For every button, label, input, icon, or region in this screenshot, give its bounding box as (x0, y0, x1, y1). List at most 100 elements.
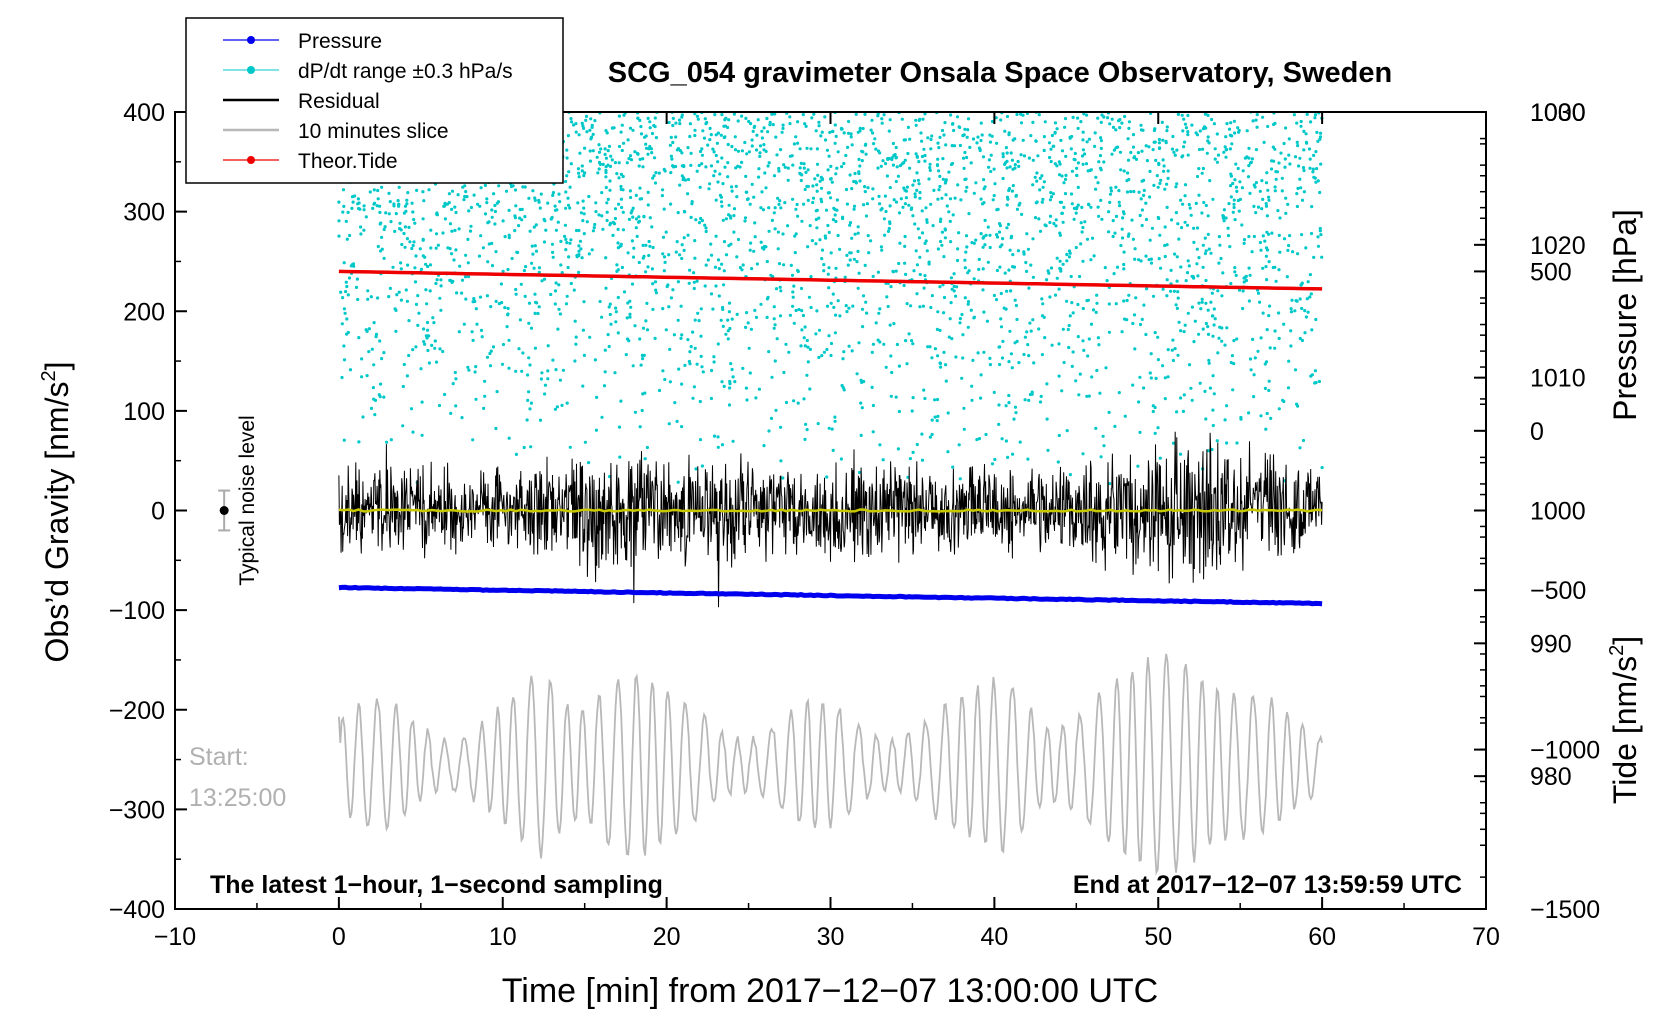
dpdt-point (1223, 343, 1227, 347)
dpdt-point (1163, 397, 1167, 401)
dpdt-point (546, 344, 550, 348)
dpdt-point (1169, 289, 1173, 293)
dpdt-point (411, 348, 415, 352)
dpdt-point (845, 310, 849, 314)
dpdt-point (930, 134, 934, 138)
dpdt-point (900, 117, 904, 121)
dpdt-point (1259, 336, 1263, 340)
dpdt-point (740, 268, 744, 272)
dpdt-point (610, 158, 614, 162)
dpdt-point (919, 131, 923, 135)
dpdt-point (388, 200, 392, 204)
dpdt-point (918, 196, 922, 200)
dpdt-point (1048, 155, 1052, 160)
dpdt-point (935, 327, 940, 331)
dpdt-point (1000, 243, 1004, 247)
dpdt-point (776, 247, 780, 251)
dpdt-point (1202, 125, 1207, 129)
dpdt-point (717, 294, 721, 298)
dpdt-point (1293, 155, 1298, 159)
dpdt-point (1248, 191, 1252, 195)
dpdt-point (588, 335, 592, 339)
dpdt-point (578, 151, 582, 155)
dpdt-point (714, 198, 718, 202)
dpdt-point (963, 127, 967, 131)
dpdt-point (714, 234, 718, 238)
dpdt-point (1009, 289, 1013, 293)
dpdt-point (399, 261, 403, 265)
dpdt-point (778, 314, 783, 318)
dpdt-point (1211, 408, 1215, 412)
dpdt-point (584, 118, 588, 122)
dpdt-point (866, 234, 870, 238)
dpdt-point (887, 129, 891, 133)
dpdt-point (1251, 119, 1255, 123)
dpdt-point (871, 274, 875, 278)
dpdt-point (792, 321, 796, 325)
dpdt-point (974, 238, 978, 242)
dpdt-point (565, 294, 569, 298)
dpdt-point (806, 184, 810, 189)
dpdt-point (1261, 266, 1265, 270)
dpdt-point (1225, 404, 1229, 408)
dpdt-point (454, 210, 458, 215)
dpdt-point (930, 356, 934, 360)
dpdt-point (1217, 261, 1221, 265)
dpdt-point (560, 271, 564, 275)
dpdt-point (489, 305, 493, 309)
dpdt-point (720, 380, 724, 384)
dpdt-point (537, 270, 541, 274)
dpdt-point (996, 207, 1000, 211)
dpdt-point (933, 398, 937, 402)
dpdt-point (618, 455, 622, 459)
dpdt-point (841, 357, 845, 361)
dpdt-point (738, 266, 743, 270)
dpdt-point (833, 415, 837, 419)
dpdt-point (803, 344, 807, 348)
dpdt-point (724, 332, 728, 336)
dpdt-point (1287, 243, 1291, 248)
dpdt-point (736, 119, 740, 123)
dpdt-point (1131, 145, 1136, 149)
dpdt-point (884, 365, 888, 369)
dpdt-point (579, 247, 583, 251)
dpdt-point (904, 339, 908, 343)
dpdt-point (906, 151, 910, 156)
dpdt-point (1298, 177, 1302, 181)
dpdt-point (608, 179, 612, 183)
dpdt-point (427, 361, 431, 365)
dpdt-point (637, 164, 641, 168)
dpdt-point (903, 234, 907, 239)
dpdt-point (662, 255, 667, 259)
dpdt-point (1120, 227, 1124, 231)
dpdt-point (708, 138, 712, 142)
dpdt-point (546, 369, 550, 373)
dpdt-point (634, 226, 638, 230)
dpdt-point (1208, 179, 1212, 183)
dpdt-point (1233, 178, 1237, 182)
dpdt-point (693, 318, 697, 322)
dpdt-point (604, 185, 608, 190)
dpdt-point (1242, 238, 1247, 242)
dpdt-point (758, 144, 763, 148)
dpdt-point (1027, 156, 1031, 160)
dpdt-point (678, 183, 682, 187)
dpdt-point (897, 211, 902, 215)
dpdt-point (1094, 426, 1098, 430)
dpdt-point (410, 246, 414, 251)
dpdt-point (897, 364, 902, 368)
dpdt-point (1025, 232, 1029, 236)
dpdt-point (966, 300, 971, 304)
dpdt-point (662, 167, 666, 171)
dpdt-point (628, 312, 632, 316)
dpdt-point (908, 166, 912, 170)
dpdt-point (619, 184, 623, 189)
dpdt-point (1295, 140, 1299, 144)
dpdt-point (559, 263, 563, 267)
dpdt-point (579, 211, 584, 215)
dpdt-point (864, 214, 869, 218)
dpdt-point (529, 445, 533, 449)
dpdt-point (1117, 391, 1121, 395)
dpdt-point (1145, 287, 1149, 291)
dpdt-point (915, 263, 920, 267)
